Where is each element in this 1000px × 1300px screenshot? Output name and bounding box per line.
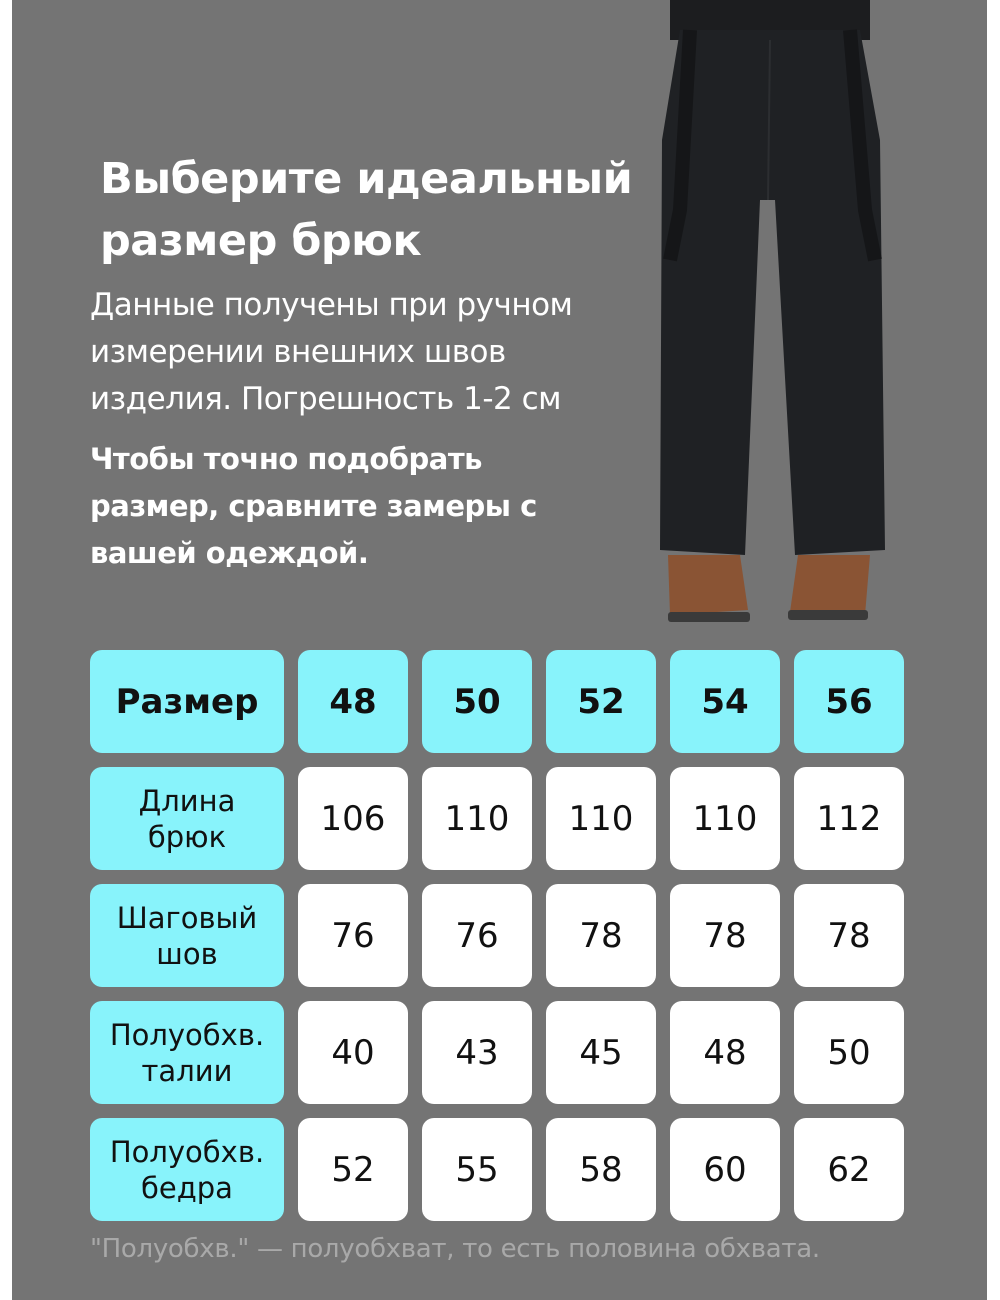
header-size-50: 50 (422, 650, 532, 753)
row-label-text: Полуобхв. бедра (110, 1134, 264, 1206)
row-label-line: шов (156, 936, 218, 971)
row-label-line: Полуобхв. (109, 1017, 265, 1052)
page-title: Выберите идеальный размер брюк (100, 148, 633, 272)
row-label-line: бедра (141, 1170, 233, 1205)
header-size-54: 54 (670, 650, 780, 753)
row-label-text: Длина брюк (139, 783, 236, 855)
table-cell: 112 (794, 767, 904, 870)
row-label: Полуобхв. талии (90, 1001, 284, 1104)
table-cell: 60 (670, 1118, 780, 1221)
row-label: Длина брюк (90, 767, 284, 870)
row-label-line: Шаговый (116, 900, 258, 935)
table-cell: 52 (298, 1118, 408, 1221)
table-cell: 40 (298, 1001, 408, 1104)
title-line-2: размер брюк (100, 216, 422, 266)
pants-photo (660, 0, 885, 622)
row-label-text: Шаговый шов (117, 900, 258, 972)
table-cell: 43 (422, 1001, 532, 1104)
table-cell: 78 (670, 884, 780, 987)
title-line-1: Выберите идеальный (100, 154, 633, 204)
table-cell: 110 (546, 767, 656, 870)
table-cell: 110 (670, 767, 780, 870)
table-cell: 62 (794, 1118, 904, 1221)
table-cell: 48 (670, 1001, 780, 1104)
row-label: Полуобхв. бедра (90, 1118, 284, 1221)
table-cell: 76 (422, 884, 532, 987)
header-size-48: 48 (298, 650, 408, 753)
table-cell: 106 (298, 767, 408, 870)
table-cell: 78 (546, 884, 656, 987)
header-size-52: 52 (546, 650, 656, 753)
row-label-text: Полуобхв. талии (110, 1017, 264, 1089)
row-label-line: Длина (138, 783, 236, 818)
header-size-label: Размер (90, 650, 284, 753)
row-label-line: брюк (147, 819, 227, 854)
table-cell: 58 (546, 1118, 656, 1221)
measurement-note: Данные получены при ручном измерении вне… (90, 287, 573, 417)
row-label-line: Полуобхв. (109, 1134, 265, 1169)
row-label: Шаговый шов (90, 884, 284, 987)
table-cell: 55 (422, 1118, 532, 1221)
row-label-line: талии (141, 1053, 233, 1088)
header-size-56: 56 (794, 650, 904, 753)
table-cell: 45 (546, 1001, 656, 1104)
table-cell: 110 (422, 767, 532, 870)
table-cell: 50 (794, 1001, 904, 1104)
table-cell: 76 (298, 884, 408, 987)
footnote: "Полуобхв." — полуобхват, то есть полови… (90, 1234, 820, 1264)
fit-advice: Чтобы точно подобрать размер, сравните з… (90, 442, 537, 570)
table-cell: 78 (794, 884, 904, 987)
